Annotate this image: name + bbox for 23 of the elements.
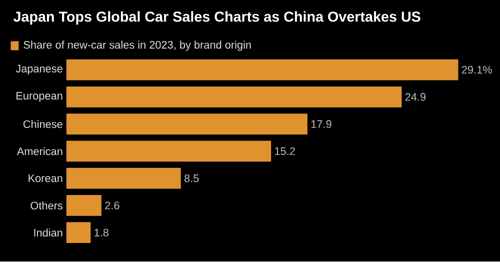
data-label: 17.9	[311, 120, 332, 128]
y-tick-label: Indian	[34, 228, 62, 237]
y-tick-label: Japanese	[16, 65, 62, 75]
y-tick-label: Korean	[28, 174, 62, 182]
data-label: 2.6	[105, 202, 120, 210]
data-label: 1.8	[94, 228, 108, 237]
bar	[66, 168, 181, 189]
bar	[66, 222, 91, 244]
y-tick-label: American	[16, 147, 62, 156]
bar	[66, 140, 272, 162]
bar	[66, 114, 308, 135]
chart-title: Japan Tops Global Car Sales Charts as China Overtakes US	[13, 11, 420, 25]
legend-label: Share of new-car sales in 2023, by brand origin	[24, 40, 251, 52]
data-label: 15.2	[275, 148, 295, 156]
bar	[66, 195, 102, 216]
data-label: 8.5	[184, 174, 199, 182]
bar	[66, 60, 458, 80]
y-tick-label: Chinese	[23, 120, 62, 128]
data-label: 24.9	[405, 93, 426, 101]
bar	[66, 86, 402, 108]
data-label: 29.1%	[462, 66, 492, 74]
y-tick-label: Others	[30, 202, 63, 210]
y-tick-label: European	[16, 92, 62, 102]
